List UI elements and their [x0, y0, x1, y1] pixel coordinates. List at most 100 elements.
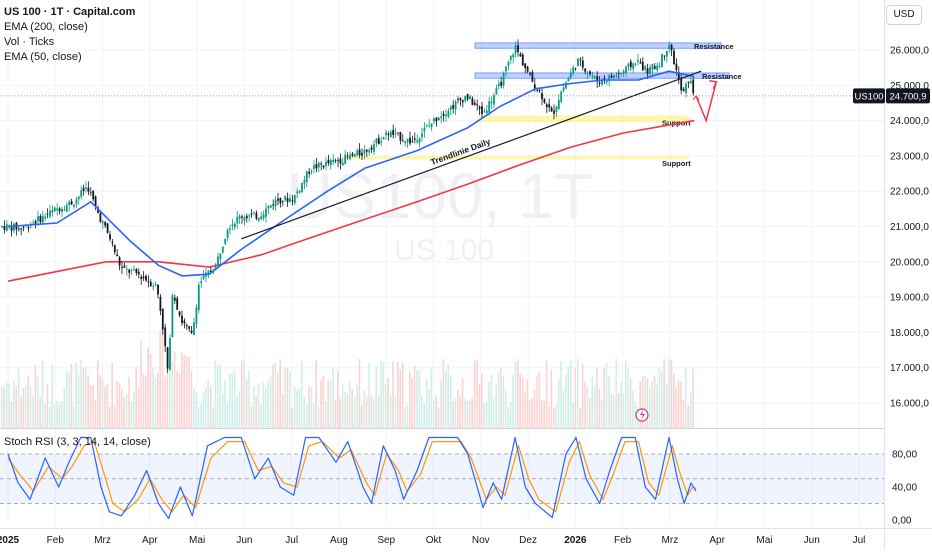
level-zone[interactable]	[474, 42, 722, 49]
level-zone[interactable]	[477, 115, 689, 123]
candle[interactable]	[524, 63, 527, 69]
candle[interactable]	[10, 227, 13, 231]
candle[interactable]	[337, 160, 339, 162]
candle[interactable]	[543, 98, 546, 103]
candle[interactable]	[231, 224, 234, 226]
candle[interactable]	[243, 217, 246, 221]
candle[interactable]	[85, 187, 87, 189]
candle[interactable]	[370, 147, 373, 150]
candle[interactable]	[310, 170, 313, 172]
trendline-line[interactable]	[241, 70, 702, 240]
candle[interactable]	[20, 228, 23, 230]
candle[interactable]	[440, 116, 443, 119]
candle[interactable]	[56, 208, 59, 211]
candle[interactable]	[334, 160, 337, 162]
candle[interactable]	[315, 163, 318, 169]
candle[interactable]	[581, 60, 584, 68]
candle[interactable]	[173, 297, 176, 301]
candle[interactable]	[598, 82, 601, 84]
candle[interactable]	[413, 138, 416, 140]
candle[interactable]	[260, 216, 263, 220]
candle[interactable]	[293, 195, 296, 203]
candle[interactable]	[392, 129, 395, 135]
candle[interactable]	[327, 159, 330, 164]
candle[interactable]	[493, 95, 495, 105]
candle[interactable]	[689, 81, 692, 84]
candle[interactable]	[560, 91, 563, 102]
candle[interactable]	[296, 191, 299, 194]
candle[interactable]	[514, 45, 517, 54]
candle[interactable]	[221, 246, 224, 253]
candle[interactable]	[123, 265, 126, 268]
candle[interactable]	[646, 68, 649, 74]
candle[interactable]	[526, 66, 529, 72]
level-zones[interactable]: Resistance Resistance Support Support	[346, 42, 742, 168]
candle[interactable]	[217, 256, 219, 267]
candle[interactable]	[257, 218, 260, 221]
candle[interactable]	[593, 76, 596, 78]
candle[interactable]	[519, 53, 522, 57]
candle[interactable]	[253, 212, 255, 213]
candle[interactable]	[550, 107, 553, 112]
candle[interactable]	[113, 245, 116, 253]
candle[interactable]	[161, 308, 164, 330]
candle[interactable]	[473, 102, 476, 105]
candle[interactable]	[452, 105, 455, 109]
candle[interactable]	[207, 270, 210, 274]
candle[interactable]	[219, 253, 222, 260]
candle[interactable]	[651, 64, 654, 70]
stoch-k-line[interactable]	[7, 436, 697, 519]
candle[interactable]	[634, 64, 637, 66]
candle[interactable]	[255, 212, 258, 219]
candle[interactable]	[459, 98, 462, 101]
candle[interactable]	[653, 66, 656, 69]
candle[interactable]	[188, 326, 191, 329]
price-axis[interactable]: 16.000,0 17.000,0 18.000,0 19.000,0 20.000,0…	[890, 46, 929, 527]
candle[interactable]	[435, 117, 438, 122]
candle[interactable]	[533, 84, 536, 89]
candle[interactable]	[377, 138, 380, 144]
candle[interactable]	[401, 139, 404, 141]
candle[interactable]	[505, 66, 507, 72]
candle[interactable]	[272, 204, 275, 206]
candle[interactable]	[152, 286, 155, 288]
candle[interactable]	[34, 221, 37, 224]
candle[interactable]	[118, 257, 121, 266]
candle[interactable]	[670, 44, 673, 51]
candle[interactable]	[485, 110, 488, 114]
candle[interactable]	[166, 347, 169, 369]
candle[interactable]	[610, 75, 613, 78]
candle[interactable]	[430, 123, 433, 128]
candle[interactable]	[437, 118, 440, 120]
candle[interactable]	[425, 125, 428, 127]
candle[interactable]	[428, 124, 431, 126]
candle[interactable]	[101, 221, 104, 224]
candle[interactable]	[193, 322, 195, 336]
candle[interactable]	[565, 82, 567, 89]
candle[interactable]	[27, 227, 30, 229]
candle[interactable]	[579, 59, 582, 61]
candle[interactable]	[58, 208, 61, 212]
candle[interactable]	[73, 205, 75, 207]
candle[interactable]	[682, 88, 685, 92]
candle[interactable]	[685, 83, 687, 94]
candle[interactable]	[353, 154, 356, 157]
candle[interactable]	[99, 212, 102, 222]
candle[interactable]	[589, 71, 591, 75]
candle[interactable]	[584, 68, 587, 72]
candle[interactable]	[313, 165, 315, 169]
candle[interactable]	[457, 99, 459, 100]
candle[interactable]	[658, 66, 661, 68]
candle[interactable]	[387, 133, 390, 136]
candle[interactable]	[133, 269, 135, 271]
candle[interactable]	[238, 215, 241, 219]
candle[interactable]	[423, 127, 426, 132]
candle[interactable]	[406, 138, 409, 143]
candle[interactable]	[89, 192, 92, 194]
candle[interactable]	[214, 264, 217, 269]
candle[interactable]	[399, 131, 402, 141]
candle[interactable]	[541, 93, 543, 100]
candle[interactable]	[615, 75, 618, 77]
candle[interactable]	[375, 138, 378, 144]
candle[interactable]	[572, 67, 575, 74]
